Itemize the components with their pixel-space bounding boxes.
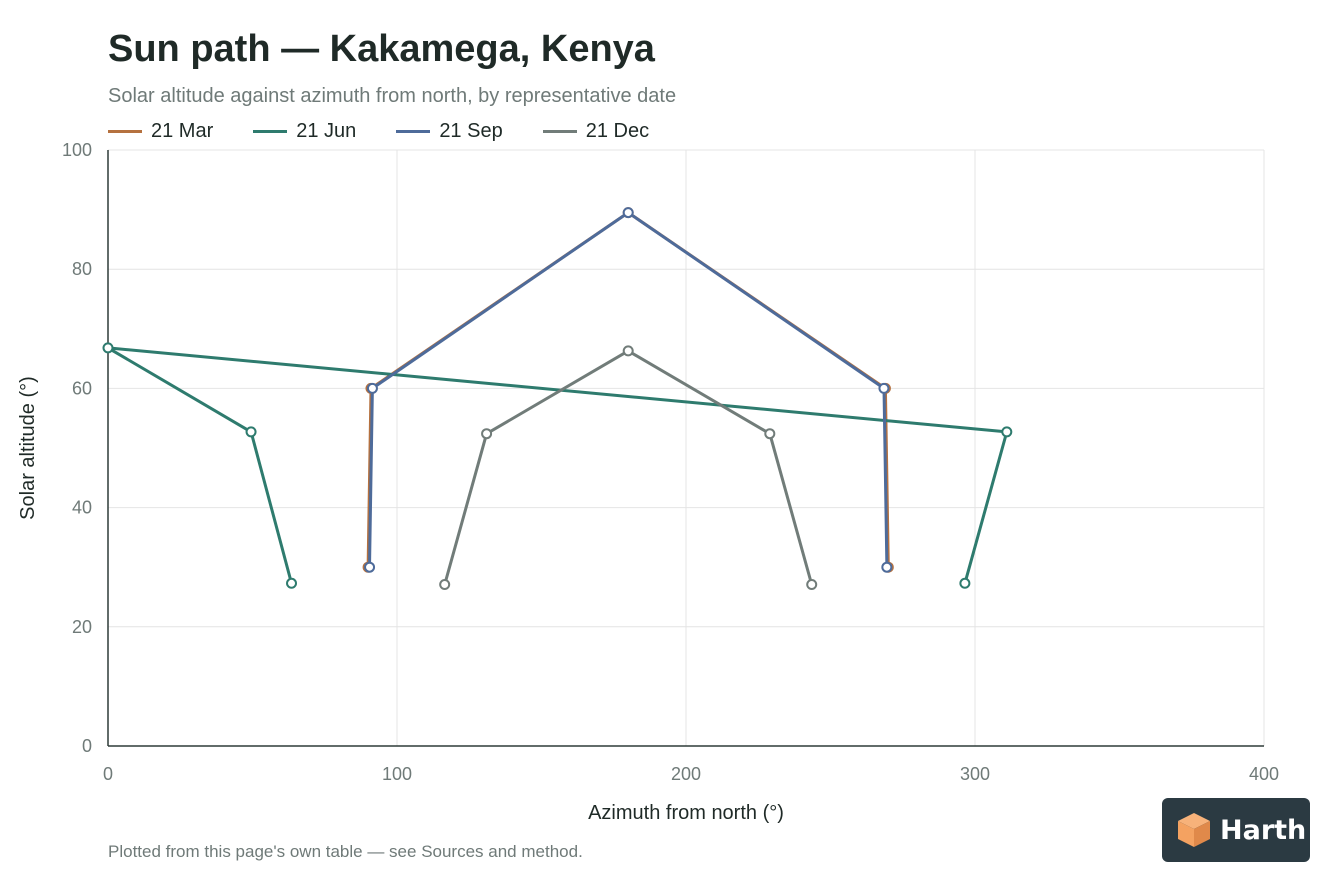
y-tick-label-40: 40 (72, 498, 92, 518)
chart-subtitle: Solar altitude against azimuth from nort… (108, 85, 677, 107)
footnote: Plotted from this page's own table — see… (108, 842, 583, 861)
point-21-sep-1 (366, 382, 378, 394)
point-21-sep-0 (364, 561, 376, 573)
y-tick-label-60: 60 (72, 378, 92, 398)
legend-swatch-21-mar (108, 130, 142, 133)
point-21-sep-3 (878, 382, 890, 394)
legend-swatch-21-jun (253, 130, 288, 133)
legend-label-21-dec: 21 Dec (585, 120, 650, 142)
x-tick-label-200: 200 (671, 764, 701, 784)
point-21-jun-3 (1001, 426, 1013, 438)
x-tick-label-100: 100 (382, 764, 412, 784)
point-21-jun-0 (286, 577, 298, 589)
x-axis-label: Azimuth from north (°) (588, 802, 784, 824)
point-21-sep-2 (622, 207, 634, 219)
point-21-jun-4 (959, 577, 971, 589)
x-tick-label-400: 400 (1249, 764, 1279, 784)
legend-label-21-mar: 21 Mar (151, 120, 214, 142)
series-line-21-mar (366, 211, 890, 569)
legend-swatch-21-sep (396, 130, 431, 133)
point-21-dec-3 (764, 428, 776, 440)
series-line-21-jun (106, 346, 1009, 585)
legend-label-21-sep: 21 Sep (439, 120, 503, 142)
y-tick-label-0: 0 (82, 736, 92, 756)
legend-item-21-jun[interactable]: 21 Jun (253, 120, 356, 143)
legend-item-21-mar[interactable]: 21 Mar (108, 120, 213, 143)
legend: 21 Mar 21 Jun 21 Sep 21 Dec (108, 120, 649, 143)
x-tick-label-300: 300 (960, 764, 990, 784)
point-21-dec-1 (481, 428, 493, 440)
cube-icon (1178, 813, 1210, 847)
point-21-dec-2 (622, 345, 634, 357)
series-lines (106, 211, 1009, 586)
point-21-sep-4 (881, 561, 893, 573)
y-axis-label: Solar altitude (°) (17, 376, 39, 520)
point-21-dec-4 (806, 578, 818, 590)
y-tick-label-100: 100 (62, 140, 92, 160)
point-21-jun-2 (102, 342, 114, 354)
chart-title: Sun path — Kakamega, Kenya (108, 28, 655, 70)
logo-text: Harth (1220, 814, 1307, 846)
grid-lines (108, 149, 1265, 746)
y-tick-label-80: 80 (72, 259, 92, 279)
point-21-jun-1 (245, 426, 257, 438)
harth-logo[interactable]: Harth (1162, 798, 1310, 862)
legend-item-21-sep[interactable]: 21 Sep (396, 120, 503, 143)
legend-label-21-jun: 21 Jun (296, 120, 357, 142)
legend-swatch-21-dec (542, 130, 577, 133)
x-tick-label-0: 0 (103, 764, 113, 784)
y-tick-label-20: 20 (72, 617, 92, 637)
legend-item-21-dec[interactable]: 21 Dec (542, 120, 650, 143)
point-21-dec-0 (439, 578, 451, 590)
series-line-21-sep (368, 211, 889, 569)
axes: 0 100 200 300 400 0 20 40 60 80 100 (62, 140, 1279, 784)
series-points (102, 207, 1013, 590)
